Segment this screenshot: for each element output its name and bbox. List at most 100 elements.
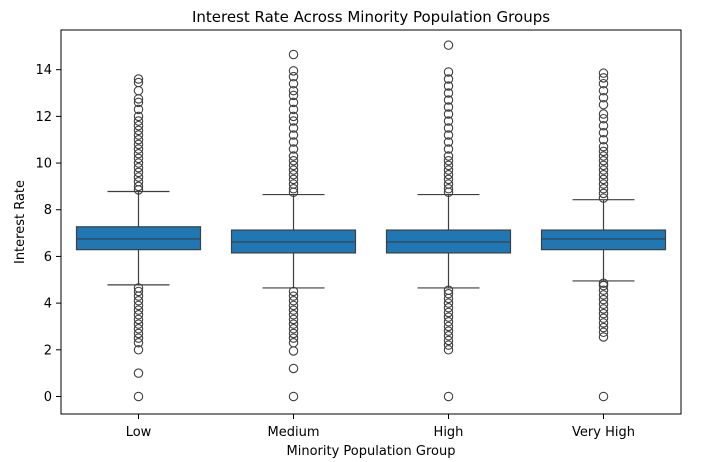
y-axis-label: Interest Rate xyxy=(13,180,28,264)
outlier-point xyxy=(288,144,299,154)
x-axis: Low Medium High Very High xyxy=(126,414,635,440)
outlier-point xyxy=(133,314,144,325)
outlier-point xyxy=(288,111,299,122)
outlier-point xyxy=(133,116,144,126)
outlier-point xyxy=(288,310,299,320)
outlier-point xyxy=(133,97,144,108)
outlier-point xyxy=(443,109,454,119)
outlier-point xyxy=(598,146,609,157)
outlier-point xyxy=(443,74,454,84)
outlier-point xyxy=(288,85,299,96)
outlier-point xyxy=(598,327,609,338)
outlier-point xyxy=(443,81,454,91)
outlier-point xyxy=(133,283,144,293)
outlier-point xyxy=(598,322,609,333)
outlier-point xyxy=(443,321,454,332)
outlier-point xyxy=(288,151,299,161)
outlier-point xyxy=(598,68,609,78)
outlier-point xyxy=(133,181,144,192)
outlier-point xyxy=(288,116,299,126)
y-tick-label: 0 xyxy=(44,390,52,405)
outlier-point xyxy=(288,97,299,108)
outlier-point xyxy=(288,90,299,101)
outlier-point xyxy=(288,137,299,147)
outlier-point xyxy=(443,298,454,308)
box-group xyxy=(230,49,357,402)
outlier-point xyxy=(443,312,454,322)
outlier-point xyxy=(598,174,609,185)
outlier-point xyxy=(598,99,609,110)
outlier-point xyxy=(598,179,609,189)
outlier-point xyxy=(598,120,609,131)
y-tick-label: 10 xyxy=(35,157,52,172)
outlier-point xyxy=(133,333,144,343)
outlier-point xyxy=(133,328,144,339)
outlier-point xyxy=(443,179,454,189)
outlier-point xyxy=(443,67,454,77)
outlier-point xyxy=(133,172,144,182)
outlier-point xyxy=(443,326,454,336)
outlier-point xyxy=(133,134,144,145)
outlier-point xyxy=(133,167,144,178)
outlier-point xyxy=(443,307,454,318)
outlier-point xyxy=(443,285,454,296)
outlier-point xyxy=(443,102,454,112)
outlier-point xyxy=(598,332,609,342)
outlier-point xyxy=(133,345,144,355)
outlier-point xyxy=(598,155,609,166)
outlier-point xyxy=(598,151,609,161)
outlier-point xyxy=(133,148,144,159)
plot-frame xyxy=(60,29,682,415)
outlier-point xyxy=(133,319,144,329)
outlier-point xyxy=(443,174,454,185)
outlier-point xyxy=(133,85,144,96)
outlier-point xyxy=(288,286,299,297)
outlier-point xyxy=(443,137,454,147)
outlier-point xyxy=(133,144,144,154)
outlier-point xyxy=(288,305,299,315)
outlier-point xyxy=(443,151,454,161)
outlier-point xyxy=(133,130,144,140)
outlier-point xyxy=(598,290,609,300)
outlier-point xyxy=(443,340,454,350)
outlier-point xyxy=(288,324,299,334)
outlier-point xyxy=(288,104,299,115)
outlier-point xyxy=(443,303,454,313)
outlier-point xyxy=(598,299,609,310)
outlier-point xyxy=(598,169,609,180)
outlier-point xyxy=(598,308,609,319)
outlier-point xyxy=(288,174,299,185)
outlier-point xyxy=(443,335,454,346)
outlier-point xyxy=(598,318,609,328)
box-group xyxy=(540,68,667,402)
outlier-point xyxy=(133,391,144,402)
outlier-point xyxy=(133,120,144,131)
outlier-point xyxy=(598,165,609,175)
outlier-point xyxy=(598,278,609,289)
outlier-point xyxy=(443,88,454,98)
outlier-point xyxy=(598,134,609,145)
x-tick-label: High xyxy=(434,425,464,440)
x-tick-label: Very High xyxy=(572,425,635,440)
outlier-point xyxy=(443,144,454,154)
outlier-point xyxy=(288,123,299,133)
outlier-point xyxy=(288,71,299,82)
outlier-point xyxy=(598,92,609,103)
outlier-point xyxy=(598,127,609,138)
outlier-point xyxy=(443,345,454,355)
outlier-point xyxy=(443,165,454,175)
outlier-point xyxy=(288,155,299,166)
outlier-point xyxy=(598,113,609,124)
x-tick-label: Medium xyxy=(268,425,320,440)
outlier-point xyxy=(288,314,299,325)
outlier-point xyxy=(133,324,144,334)
outlier-point xyxy=(288,66,299,76)
outlier-point xyxy=(288,391,299,402)
outlier-point xyxy=(133,74,144,84)
outlier-point xyxy=(288,183,299,194)
outlier-point xyxy=(598,294,609,305)
box-group xyxy=(385,40,512,402)
outlier-point xyxy=(443,116,454,126)
outlier-point xyxy=(133,158,144,168)
outlier-point xyxy=(288,78,299,89)
